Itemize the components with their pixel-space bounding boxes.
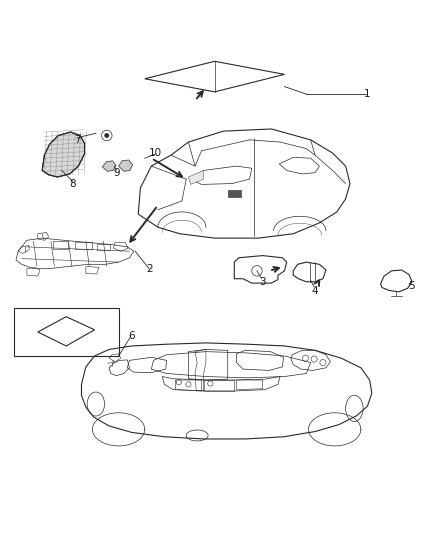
Circle shape xyxy=(105,133,109,138)
Text: 3: 3 xyxy=(259,277,266,287)
Text: 4: 4 xyxy=(312,286,318,295)
Text: 6: 6 xyxy=(128,332,135,341)
Polygon shape xyxy=(102,161,116,171)
Text: 10: 10 xyxy=(149,148,162,158)
Text: 8: 8 xyxy=(69,179,76,189)
Circle shape xyxy=(123,163,129,169)
Text: 9: 9 xyxy=(113,168,120,177)
Text: 2: 2 xyxy=(146,264,152,273)
Polygon shape xyxy=(119,160,133,171)
Bar xyxy=(14,308,119,356)
Text: 7: 7 xyxy=(74,135,81,145)
Polygon shape xyxy=(42,132,85,177)
Polygon shape xyxy=(188,171,204,184)
Text: 1: 1 xyxy=(364,89,371,99)
Circle shape xyxy=(52,141,63,152)
Bar xyxy=(228,190,241,197)
Text: 5: 5 xyxy=(408,281,414,291)
Circle shape xyxy=(67,157,76,166)
Circle shape xyxy=(106,163,112,169)
